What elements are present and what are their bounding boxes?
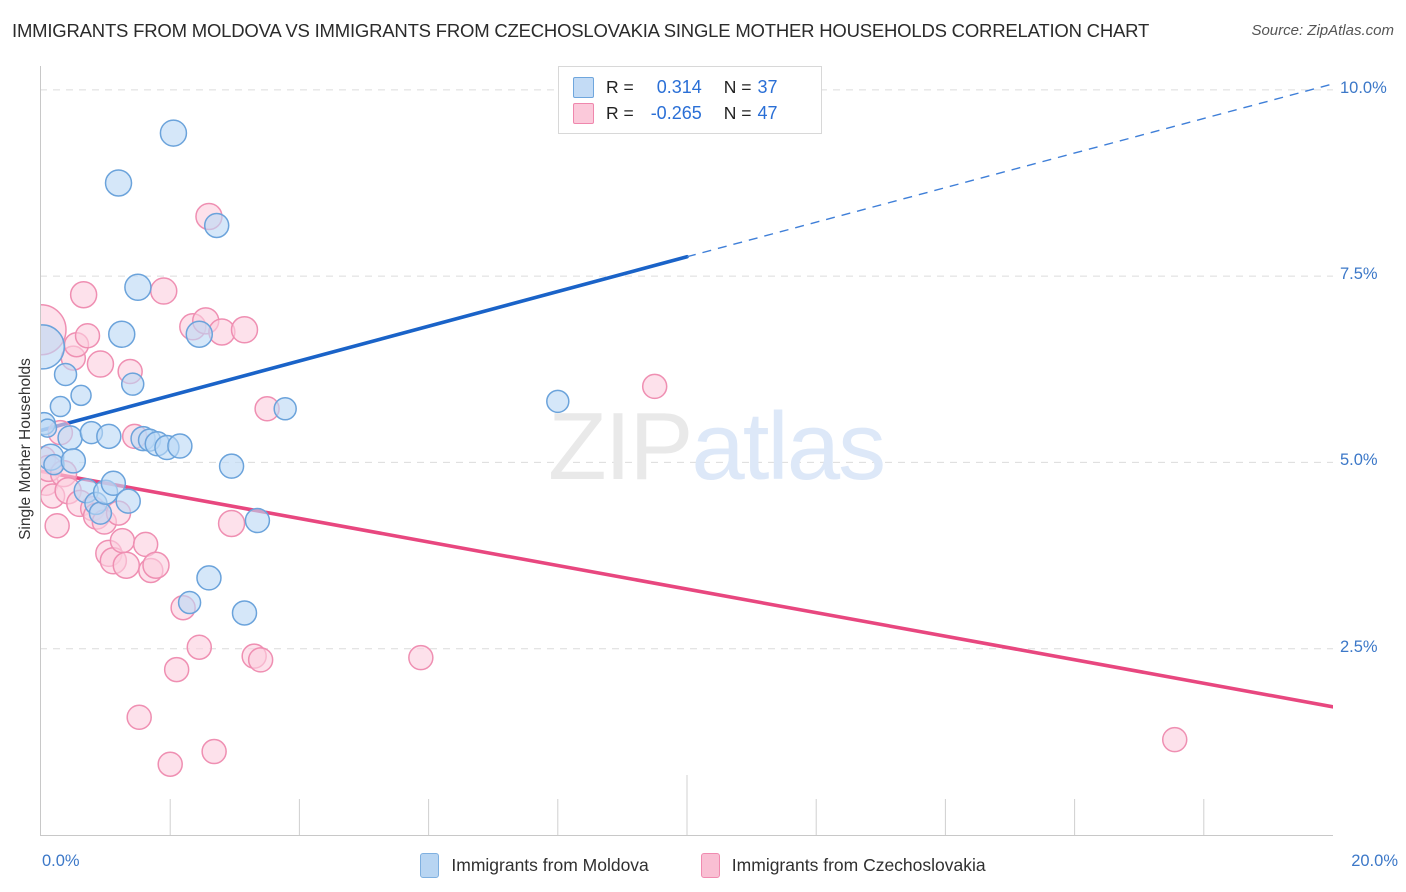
data-point[interactable] <box>70 384 92 407</box>
data-point[interactable] <box>108 320 136 349</box>
data-point[interactable] <box>546 389 570 414</box>
n-label: N = <box>723 76 752 97</box>
data-point[interactable] <box>149 277 178 305</box>
data-point[interactable] <box>641 373 668 400</box>
legend-label-czechoslovakia: Immigrants from Czechoslovakia <box>731 854 986 875</box>
data-point[interactable] <box>186 634 213 660</box>
data-point[interactable] <box>60 448 87 474</box>
correlation-legend: R = 0.314 N = 37 R = -0.265 N = 47 <box>558 66 822 134</box>
data-point[interactable] <box>86 350 115 378</box>
data-point[interactable] <box>167 433 193 459</box>
data-point[interactable] <box>218 453 245 479</box>
data-point[interactable] <box>53 362 78 387</box>
y-tick-label: 7.5% <box>1340 265 1378 284</box>
series-czechoslovakia-points <box>40 202 1188 777</box>
data-point[interactable] <box>57 425 83 451</box>
data-point[interactable] <box>201 738 227 765</box>
data-point[interactable] <box>230 316 259 344</box>
legend-swatch-moldova-icon <box>573 76 594 98</box>
y-tick-label: 10.0% <box>1340 78 1387 97</box>
legend-item-moldova[interactable]: Immigrants from Moldova <box>420 852 649 878</box>
data-point[interactable] <box>44 513 70 539</box>
n-value: 47 <box>757 102 778 123</box>
scatter-plot-svg <box>40 83 1333 835</box>
data-point[interactable] <box>247 647 274 673</box>
data-point[interactable] <box>273 397 297 421</box>
data-point[interactable] <box>88 501 113 525</box>
data-point[interactable] <box>100 470 127 497</box>
plot-area <box>40 66 1333 835</box>
x-tick-label-min: 0.0% <box>42 852 80 870</box>
legend-label-moldova: Immigrants from Moldova <box>451 854 649 875</box>
data-point[interactable] <box>115 488 141 514</box>
n-label: N = <box>723 102 752 123</box>
y-axis-line <box>40 66 41 835</box>
x-tick-label-max: 20.0% <box>1351 852 1398 870</box>
data-point[interactable] <box>196 565 222 591</box>
y-tick-label: 2.5% <box>1340 637 1378 656</box>
data-point[interactable] <box>112 551 141 580</box>
data-point[interactable] <box>203 212 230 239</box>
r-label: R = <box>606 76 634 97</box>
legend-swatch-czechoslovakia-icon <box>573 102 594 124</box>
data-point[interactable] <box>159 119 188 147</box>
data-point[interactable] <box>104 169 133 197</box>
data-point[interactable] <box>126 704 152 731</box>
data-point[interactable] <box>69 281 98 309</box>
correlation-row-moldova: R = 0.314 N = 37 <box>573 74 778 100</box>
series-legend: Immigrants from Moldova Immigrants from … <box>0 848 1406 882</box>
data-point[interactable] <box>43 453 65 476</box>
data-point[interactable] <box>1161 726 1188 753</box>
n-value: 37 <box>757 76 778 97</box>
data-point[interactable] <box>74 322 101 349</box>
data-point[interactable] <box>185 320 214 349</box>
legend-item-czechoslovakia[interactable]: Immigrants from Czechoslovakia <box>700 852 986 878</box>
data-point[interactable] <box>40 418 58 438</box>
data-point[interactable] <box>244 507 271 534</box>
trend-line-czechoslovakia <box>40 469 1333 709</box>
legend-color-moldova-icon <box>420 852 440 878</box>
r-value: 0.314 <box>656 76 702 97</box>
data-point[interactable] <box>163 656 190 683</box>
r-label: R = <box>606 102 634 123</box>
series-moldova-points <box>40 119 570 626</box>
data-point[interactable] <box>157 751 183 777</box>
data-point[interactable] <box>109 527 136 554</box>
x-axis-line <box>40 835 1333 836</box>
data-point[interactable] <box>177 590 202 615</box>
data-point[interactable] <box>231 600 258 626</box>
y-axis-title: Single Mother Households <box>17 358 34 540</box>
correlation-row-czechoslovakia: R = -0.265 N = 47 <box>573 100 778 126</box>
data-point[interactable] <box>120 372 145 396</box>
data-point[interactable] <box>217 509 246 538</box>
trend-line-moldova <box>40 254 689 433</box>
data-point[interactable] <box>142 551 170 580</box>
chart-header: IMMIGRANTS FROM MOLDOVA VS IMMIGRANTS FR… <box>0 0 1406 56</box>
y-tick-label: 5.0% <box>1340 451 1378 470</box>
data-point[interactable] <box>124 273 152 302</box>
data-point[interactable] <box>40 324 66 370</box>
source-label: Source: ZipAtlas.com <box>1251 22 1394 39</box>
data-point[interactable] <box>49 395 72 418</box>
data-point[interactable] <box>408 644 434 671</box>
r-value: -0.265 <box>650 102 702 123</box>
data-point[interactable] <box>96 423 122 450</box>
legend-color-czechoslovakia-icon <box>700 852 720 878</box>
page-title: IMMIGRANTS FROM MOLDOVA VS IMMIGRANTS FR… <box>12 20 1150 41</box>
